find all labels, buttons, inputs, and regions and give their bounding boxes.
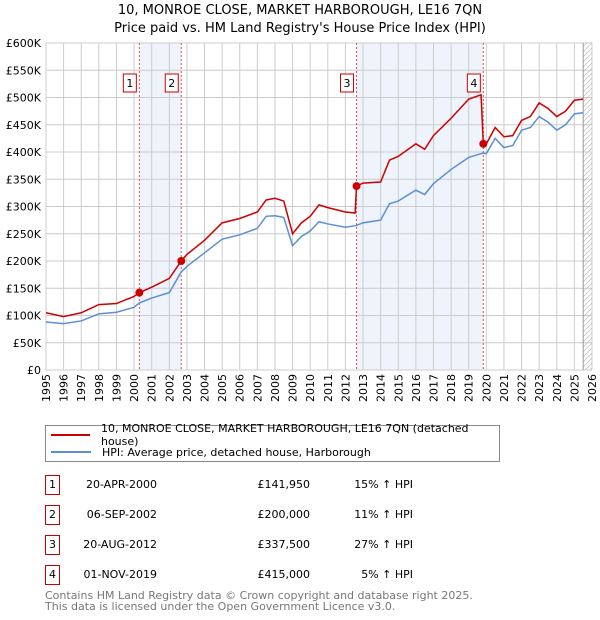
x-tick-label: 1999 xyxy=(110,374,123,402)
sale-price: £337,500 xyxy=(257,538,311,551)
x-tick-label: 2014 xyxy=(375,374,388,402)
x-tick-label: 2011 xyxy=(322,374,335,402)
x-tick-label: 2003 xyxy=(181,374,194,402)
legend: 10, MONROE CLOSE, MARKET HARBOROUGH, LE1… xyxy=(45,422,500,462)
x-tick-label: 2016 xyxy=(410,374,423,402)
sale-label-box xyxy=(340,73,355,93)
x-tick-label: 2002 xyxy=(163,374,176,402)
sale-number: 4 xyxy=(45,565,60,585)
x-tick-label: 1995 xyxy=(40,374,53,402)
x-tick-label: 2019 xyxy=(463,374,476,402)
legend-swatch-hpi xyxy=(51,451,91,453)
chart-title: 10, MONROE CLOSE, MARKET HARBOROUGH, LE1… xyxy=(117,3,483,18)
x-tick-label: 2024 xyxy=(551,374,564,402)
sale-point xyxy=(479,139,488,148)
sale-hpi-diff: 27% ↑ HPI xyxy=(354,538,413,551)
legend-label-hpi: HPI: Average price, detached house, Harb… xyxy=(102,445,371,459)
legend-label-property: 10, MONROE CLOSE, MARKET HARBOROUGH, LE1… xyxy=(100,422,469,448)
sale-label-box xyxy=(122,73,137,93)
x-tick-label: 2018 xyxy=(445,374,458,402)
x-tick-label: 2010 xyxy=(304,374,317,402)
sale-point xyxy=(135,288,144,297)
sale-row: 1 20-APR-2000 £141,950 15% ↑ HPI xyxy=(45,475,445,495)
x-tick-label: 2022 xyxy=(516,374,529,402)
sale-number: 2 xyxy=(45,505,60,525)
y-tick-label: £150K xyxy=(6,282,42,295)
legend-swatch-property xyxy=(51,434,90,436)
y-tick-label: £450K xyxy=(6,119,42,132)
x-tick-label: 2017 xyxy=(427,374,440,402)
y-tick-label: £550K xyxy=(6,64,42,77)
y-tick-label: £350K xyxy=(6,173,42,186)
series-line-property xyxy=(45,93,584,318)
x-tick-label: 2005 xyxy=(216,374,229,402)
y-tick-label: £100K xyxy=(6,310,42,323)
y-tick-label: £400K xyxy=(6,146,42,159)
x-tick-label: 2006 xyxy=(234,374,247,402)
x-tick-label: 2004 xyxy=(199,374,212,402)
y-tick-label: £250K xyxy=(6,228,42,241)
x-tick-label: 2001 xyxy=(146,374,159,402)
footer-line-1: Contains HM Land Registry data © Crown c… xyxy=(45,589,473,602)
sale-row: 4 01-NOV-2019 £415,000 5% ↑ HPI xyxy=(45,565,445,585)
x-tick-label: 2009 xyxy=(287,374,300,402)
x-tick-label: 2021 xyxy=(498,374,511,402)
sale-date: 01-NOV-2019 xyxy=(83,568,157,581)
sale-point xyxy=(352,182,361,191)
y-tick-label: £600K xyxy=(6,37,42,50)
x-tick-label: 2020 xyxy=(480,374,493,402)
x-tick-label: 2007 xyxy=(251,374,264,402)
y-tick-label: £0 xyxy=(27,364,41,377)
sale-label-box xyxy=(466,73,481,93)
x-tick-label: 2023 xyxy=(533,374,546,402)
x-tick-label: 2013 xyxy=(357,374,370,402)
x-tick-label: 2000 xyxy=(128,374,141,402)
sale-hpi-diff: 15% ↑ HPI xyxy=(354,478,413,491)
sale-price: £415,000 xyxy=(257,568,311,581)
x-tick-label: 2026 xyxy=(586,374,599,402)
sale-price: £200,000 xyxy=(257,508,311,521)
sale-row: 2 06-SEP-2002 £200,000 11% ↑ HPI xyxy=(45,505,445,525)
x-tick-label: 1997 xyxy=(75,374,88,402)
series-line-hpi xyxy=(45,112,584,325)
sale-row: 3 20-AUG-2012 £337,500 27% ↑ HPI xyxy=(45,535,445,555)
y-tick-label: £50K xyxy=(13,337,42,350)
future-hatch xyxy=(583,43,592,370)
sale-date: 20-AUG-2012 xyxy=(83,538,157,551)
y-tick-label: £200K xyxy=(6,255,42,268)
sale-date: 06-SEP-2002 xyxy=(86,508,157,521)
sale-label: 4 xyxy=(470,77,477,90)
price-chart: 1995 1996 1997 1998 1999 2000 2001 2002 2003 2004… xyxy=(6,37,599,402)
sale-hpi-diff: 5% ↑ HPI xyxy=(361,568,413,581)
y-tick-label: £300K xyxy=(6,201,42,214)
sale-label: 2 xyxy=(168,77,175,90)
x-tick-label: 1998 xyxy=(93,374,106,402)
sale-number: 3 xyxy=(45,535,60,555)
sale-label-box xyxy=(164,73,179,93)
sale-point xyxy=(177,257,186,265)
x-tick-label: 2008 xyxy=(269,374,282,402)
x-tick-label: 2015 xyxy=(392,374,405,402)
sale-date: 20-APR-2000 xyxy=(85,478,157,491)
x-tick-label: 2025 xyxy=(568,374,581,402)
sale-label: 1 xyxy=(126,77,133,90)
x-tick-label: 2012 xyxy=(339,374,352,402)
sale-hpi-diff: 11% ↑ HPI xyxy=(354,508,413,521)
y-tick-label: £500K xyxy=(6,92,42,105)
sale-price: £141,950 xyxy=(257,478,311,491)
sale-number: 1 xyxy=(45,475,60,495)
footer-line-2: This data is licensed under the Open Gov… xyxy=(45,600,396,613)
x-tick-label: 1996 xyxy=(58,374,71,402)
sale-label: 3 xyxy=(344,77,351,90)
chart-subtitle: Price paid vs. HM Land Registry's House … xyxy=(114,21,486,36)
